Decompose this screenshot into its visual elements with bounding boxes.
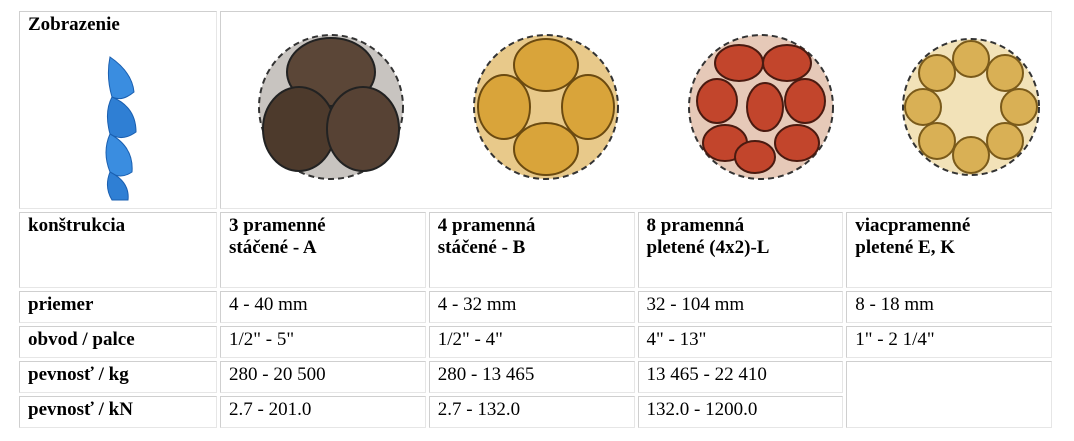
cell: 8 - 18 mm [846, 291, 1052, 323]
cell: 13 465 - 22 410 [638, 361, 844, 393]
cell: 2.7 - 132.0 [429, 396, 635, 428]
row-label: obvod / palce [19, 326, 217, 358]
cell: 4 pramenná stáčené - B [429, 212, 635, 288]
cell: 32 - 104 mm [638, 291, 844, 323]
cell: 132.0 - 1200.0 [638, 396, 844, 428]
image-row: Zobrazenie [19, 11, 1052, 209]
cell-text: 8 pramenná pletené (4x2)-L [647, 215, 807, 259]
cell: 4 - 32 mm [429, 291, 635, 323]
cell-text: 3 pramenné stáčené - A [229, 215, 389, 259]
cell: 1/2" - 4" [429, 326, 635, 358]
cell-text: viacpramenné pletené E, K [855, 215, 1015, 259]
image-label: Zobrazenie [28, 14, 120, 35]
cell: 280 - 20 500 [220, 361, 426, 393]
cross-section-images [221, 12, 1051, 202]
row: pevnosť / kg 280 - 20 500 280 - 13 465 1… [19, 361, 1052, 393]
row: konštrukcia 3 pramenné stáčené - A 4 pra… [19, 212, 1052, 288]
cell: 3 pramenné stáčené - A [220, 212, 426, 288]
cell-text: 4 pramenná stáčené - B [438, 215, 598, 259]
rope-image [92, 52, 152, 202]
cross-sections [220, 11, 1052, 209]
row: priemer 4 - 40 mm 4 - 32 mm 32 - 104 mm … [19, 291, 1052, 323]
page: Zobrazenie konštrukcia 3 pramenné [0, 0, 1074, 441]
cell: 1" - 2 1/4" [846, 326, 1052, 358]
cell: 8 pramenná pletené (4x2)-L [638, 212, 844, 288]
row-label: konštrukcia [19, 212, 217, 288]
row-label: pevnosť / kg [19, 361, 217, 393]
cell: 4" - 13" [638, 326, 844, 358]
cell: 280 - 13 465 [429, 361, 635, 393]
cell: 4 - 40 mm [220, 291, 426, 323]
row-label: pevnosť / kN [19, 396, 217, 428]
row-label: priemer [19, 291, 217, 323]
row: obvod / palce 1/2" - 5" 1/2" - 4" 4" - 1… [19, 326, 1052, 358]
image-cell: Zobrazenie [19, 11, 217, 209]
cell: 2.7 - 201.0 [220, 396, 426, 428]
empty-cell [846, 361, 1052, 428]
rope-table: Zobrazenie konštrukcia 3 pramenné [16, 8, 1055, 431]
cell: viacpramenné pletené E, K [846, 212, 1052, 288]
cell: 1/2" - 5" [220, 326, 426, 358]
